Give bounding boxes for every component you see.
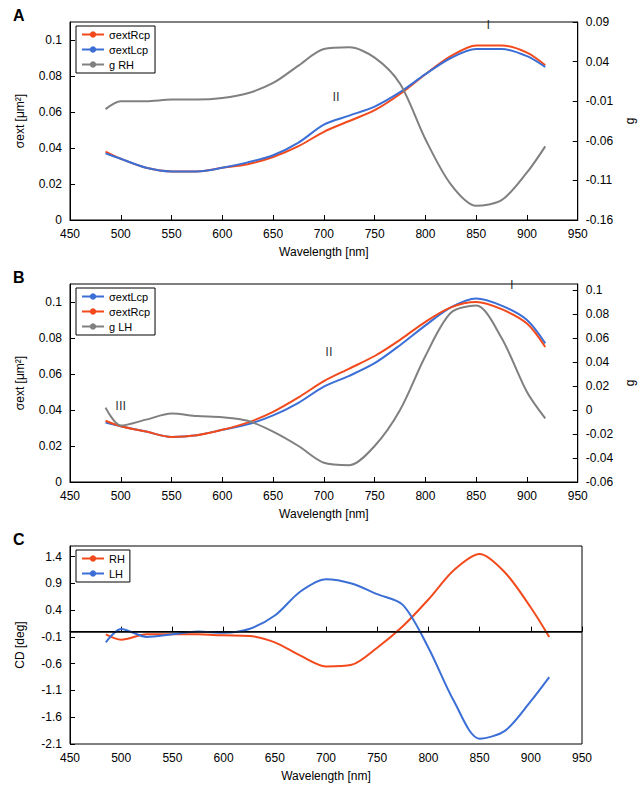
svg-text:450: 450: [60, 489, 80, 503]
svg-text:CD [deg]: CD [deg]: [13, 621, 27, 668]
svg-text:RH: RH: [109, 553, 125, 565]
svg-text:σext [μm²]: σext [μm²]: [13, 94, 27, 148]
svg-text:0.02: 0.02: [39, 439, 63, 453]
svg-text:550: 550: [162, 227, 182, 241]
svg-text:-1.6: -1.6: [41, 710, 62, 724]
svg-text:900: 900: [517, 489, 537, 503]
svg-text:800: 800: [415, 489, 435, 503]
svg-text:500: 500: [111, 751, 131, 765]
svg-text:C: C: [13, 531, 25, 548]
svg-text:II: II: [325, 344, 332, 359]
svg-text:0.1: 0.1: [586, 283, 603, 297]
svg-text:950: 950: [568, 227, 588, 241]
svg-text:500: 500: [111, 489, 131, 503]
svg-text:550: 550: [162, 489, 182, 503]
svg-text:I: I: [510, 277, 514, 292]
svg-text:850: 850: [466, 489, 486, 503]
svg-text:600: 600: [214, 751, 234, 765]
svg-text:1.4: 1.4: [45, 550, 62, 564]
svg-text:-0.06: -0.06: [586, 475, 614, 489]
svg-text:-0.1: -0.1: [41, 630, 62, 644]
svg-text:-0.11: -0.11: [586, 173, 613, 187]
svg-text:-2.1: -2.1: [41, 737, 62, 751]
svg-text:900: 900: [521, 751, 541, 765]
svg-text:g: g: [623, 380, 637, 387]
svg-text:σextRcp: σextRcp: [109, 29, 150, 41]
svg-text:0.06: 0.06: [586, 331, 610, 345]
svg-text:0.09: 0.09: [586, 15, 610, 29]
svg-text:950: 950: [572, 751, 592, 765]
svg-text:0.08: 0.08: [39, 69, 63, 83]
svg-text:0: 0: [55, 475, 62, 489]
svg-text:0.08: 0.08: [39, 331, 63, 345]
svg-text:LH: LH: [109, 568, 123, 580]
svg-text:850: 850: [470, 751, 490, 765]
svg-text:0.08: 0.08: [586, 307, 610, 321]
svg-text:-0.04: -0.04: [586, 451, 614, 465]
svg-text:0.02: 0.02: [39, 177, 63, 191]
svg-text:0.04: 0.04: [586, 355, 610, 369]
svg-text:700: 700: [314, 227, 334, 241]
svg-text:850: 850: [466, 227, 486, 241]
svg-text:700: 700: [314, 489, 334, 503]
svg-text:0.06: 0.06: [39, 105, 63, 119]
svg-text:550: 550: [162, 751, 182, 765]
svg-text:0.4: 0.4: [45, 603, 62, 617]
svg-text:700: 700: [316, 751, 336, 765]
svg-text:0: 0: [55, 213, 62, 227]
svg-text:900: 900: [517, 227, 537, 241]
svg-text:750: 750: [365, 489, 385, 503]
svg-text:450: 450: [60, 227, 80, 241]
svg-text:Wavelength [nm]: Wavelength [nm]: [279, 245, 369, 259]
svg-text:600: 600: [212, 227, 232, 241]
svg-text:0: 0: [586, 403, 593, 417]
svg-text:0.02: 0.02: [586, 379, 610, 393]
svg-text:650: 650: [263, 227, 283, 241]
svg-text:g: g: [623, 118, 637, 125]
svg-text:-0.6: -0.6: [41, 657, 62, 671]
svg-text:σextLcp: σextLcp: [109, 44, 148, 56]
svg-text:0.1: 0.1: [45, 295, 62, 309]
svg-text:Wavelength [nm]: Wavelength [nm]: [279, 507, 369, 521]
svg-text:-1.1: -1.1: [41, 683, 62, 697]
svg-text:750: 750: [365, 227, 385, 241]
svg-text:0.9: 0.9: [45, 576, 62, 590]
svg-text:g RH: g RH: [109, 59, 134, 71]
svg-text:0.04: 0.04: [39, 403, 63, 417]
svg-text:950: 950: [568, 489, 588, 503]
svg-text:500: 500: [111, 227, 131, 241]
svg-text:-0.06: -0.06: [586, 134, 614, 148]
svg-text:0.04: 0.04: [586, 55, 610, 69]
svg-text:g LH: g LH: [109, 321, 132, 333]
svg-text:650: 650: [263, 489, 283, 503]
svg-text:450: 450: [60, 751, 80, 765]
svg-text:σextLcp: σextLcp: [109, 291, 148, 303]
svg-text:800: 800: [418, 751, 438, 765]
svg-text:σext [μm²]: σext [μm²]: [13, 356, 27, 410]
svg-text:B: B: [13, 269, 25, 286]
svg-text:0.1: 0.1: [45, 33, 62, 47]
svg-text:I: I: [487, 17, 491, 32]
svg-text:III: III: [115, 398, 126, 413]
svg-text:A: A: [13, 7, 25, 24]
svg-text:800: 800: [415, 227, 435, 241]
svg-text:0.04: 0.04: [39, 141, 63, 155]
svg-text:600: 600: [212, 489, 232, 503]
svg-text:650: 650: [265, 751, 285, 765]
svg-text:Wavelength [nm]: Wavelength [nm]: [281, 769, 371, 783]
svg-text:II: II: [332, 89, 339, 104]
svg-text:-0.02: -0.02: [586, 427, 614, 441]
svg-text:0.06: 0.06: [39, 367, 63, 381]
svg-text:σextRcp: σextRcp: [109, 306, 150, 318]
svg-text:-0.16: -0.16: [586, 213, 614, 227]
svg-text:750: 750: [367, 751, 387, 765]
svg-text:-0.01: -0.01: [586, 94, 614, 108]
